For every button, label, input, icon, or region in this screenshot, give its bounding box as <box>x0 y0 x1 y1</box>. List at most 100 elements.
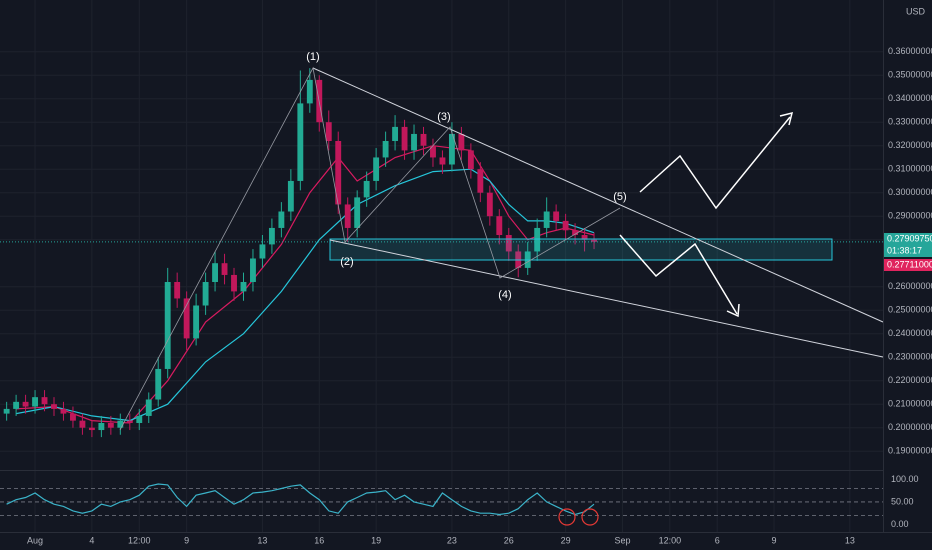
rsi-tick-label: 100.00 <box>891 474 919 484</box>
price-label: 0.27711000 <box>887 259 932 269</box>
candle-body <box>155 368 162 400</box>
wave-label: (2) <box>340 256 353 268</box>
candle-body <box>411 133 417 151</box>
candle-body <box>534 227 541 252</box>
candle-body <box>553 211 560 221</box>
candle-body <box>202 282 209 306</box>
y-tick-label: 0.20000000 <box>888 422 932 432</box>
x-tick-label: Aug <box>27 535 43 545</box>
y-tick-label: 0.32000000 <box>888 140 932 150</box>
candle-body <box>268 227 275 245</box>
candle-body <box>41 397 48 405</box>
x-tick-label: 9 <box>772 535 777 545</box>
candle-body <box>392 126 399 141</box>
candle-body <box>458 133 465 151</box>
candle-body <box>126 420 133 423</box>
y-tick-label: 0.19000000 <box>888 446 932 456</box>
y-tick-label: 0.31000000 <box>888 164 932 174</box>
candle-body <box>486 192 493 217</box>
candle-body <box>221 263 228 275</box>
y-tick-label: 0.23000000 <box>888 352 932 362</box>
x-tick-label: 19 <box>371 535 381 545</box>
x-tick-label: 16 <box>314 535 324 545</box>
candle-body <box>496 216 503 235</box>
candle-body <box>212 263 219 282</box>
y-tick-label: 0.29000000 <box>888 211 932 221</box>
candle-body <box>13 401 20 409</box>
candle-body <box>98 423 105 431</box>
y-tick-label: 0.34000000 <box>888 93 932 103</box>
y-tick-label: 0.21000000 <box>888 399 932 409</box>
projection-up <box>639 116 791 210</box>
candle-body <box>193 305 200 339</box>
rsi-tick-label: 50.00 <box>891 496 914 506</box>
candle-body <box>164 282 171 369</box>
candle-body <box>543 211 550 228</box>
wave-label: (4) <box>498 289 511 301</box>
candle-body <box>287 180 294 212</box>
candle-body <box>22 401 29 407</box>
currency-unit: USD <box>906 6 926 16</box>
x-tick-label: Sep <box>614 535 630 545</box>
countdown-label: 01:38:17 <box>887 245 922 255</box>
candle-body <box>354 197 361 228</box>
drawings: (1) (2) (3) (4) (5) <box>119 51 884 526</box>
candle-body <box>117 420 124 428</box>
x-tick-label: 6 <box>715 535 720 545</box>
candle-body <box>183 298 190 339</box>
candle-body <box>430 145 436 158</box>
candle-body <box>145 399 152 416</box>
price-label-box <box>884 233 932 257</box>
y-tick-label: 0.35000000 <box>888 70 932 80</box>
candle-body <box>250 258 256 282</box>
candle-body <box>107 423 114 428</box>
candle-body <box>373 157 380 181</box>
y-tick-label: 0.25000000 <box>888 305 932 315</box>
candle-body <box>278 211 285 228</box>
candle-body <box>572 230 579 235</box>
candle-body <box>240 282 247 292</box>
candle-body <box>562 220 569 231</box>
trend-line-upper <box>312 67 884 323</box>
candle-body <box>231 274 237 292</box>
series <box>0 68 883 516</box>
candle-body <box>60 408 67 414</box>
moving-average <box>16 145 595 424</box>
rsi-tick-label: 0.00 <box>891 519 909 529</box>
candle-body <box>3 408 10 414</box>
x-tick-label: 23 <box>447 535 457 545</box>
x-tick-label: 9 <box>184 535 189 545</box>
rsi-highlight <box>558 508 576 526</box>
trend-line-lower <box>329 239 884 358</box>
x-tick-label: 12:00 <box>659 535 682 545</box>
candle-body <box>448 133 455 165</box>
candle-body <box>467 150 474 170</box>
candle-body <box>382 141 389 158</box>
candle-body <box>297 103 304 181</box>
candle-body <box>259 244 266 259</box>
x-tick-label: 29 <box>561 535 571 545</box>
candle-body <box>401 126 408 151</box>
candle-body <box>581 235 588 240</box>
candle-body <box>32 397 38 407</box>
candle-body <box>505 235 512 252</box>
x-tick-label: 26 <box>504 535 514 545</box>
y-tick-label: 0.24000000 <box>888 328 932 338</box>
wave-label: (5) <box>613 191 626 203</box>
x-tick-label: 4 <box>89 535 94 545</box>
y-tick-label: 0.22000000 <box>888 375 932 385</box>
x-tick-label: 12:00 <box>128 535 151 545</box>
wave-label: (3) <box>437 111 450 123</box>
candle-body <box>79 420 86 428</box>
y-tick-label: 0.33000000 <box>888 117 932 127</box>
wave-label: (1) <box>306 51 319 63</box>
rsi-highlight <box>581 508 599 526</box>
y-tick-label: 0.36000000 <box>888 46 932 56</box>
candle-body <box>306 79 313 104</box>
candle-body <box>477 169 484 193</box>
price-label-box <box>884 259 932 271</box>
